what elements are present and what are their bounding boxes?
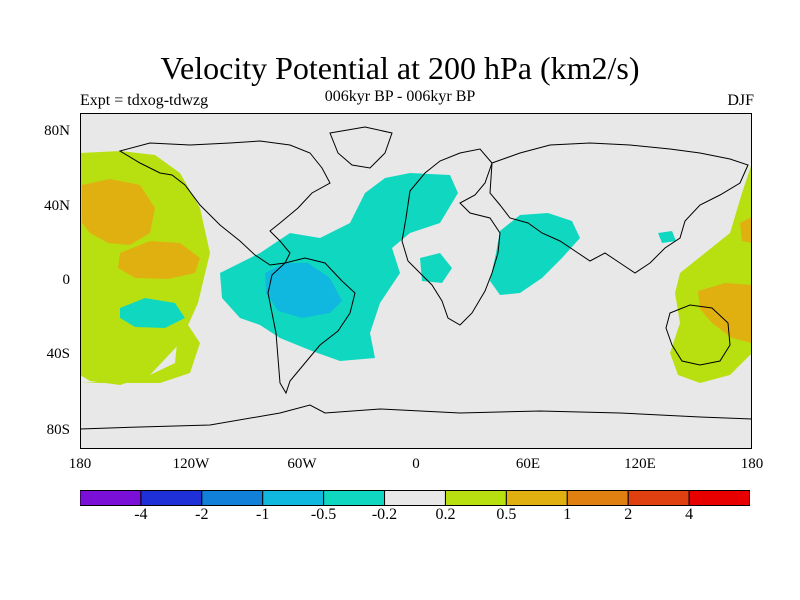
colorbar-label-5: 0.2 — [435, 506, 456, 523]
lon-label-120e: 120E — [624, 456, 656, 472]
greenland-coast — [329, 126, 393, 169]
south-pacific-yellow-region — [80, 313, 200, 383]
lon-label-180w: 180 — [68, 456, 92, 472]
lon-label-0: 0 — [412, 456, 420, 472]
coastlines — [80, 126, 752, 430]
colorbar-swatch-2 — [201, 490, 264, 506]
lat-label-0: 0 — [62, 272, 71, 288]
lon-label-60w: 60W — [287, 456, 317, 472]
colorbar-swatch-9 — [627, 490, 690, 506]
antarctica-coast — [80, 404, 752, 430]
colorbar-swatch-5 — [384, 490, 446, 506]
colorbar-label-3: -0.5 — [310, 506, 337, 523]
lon-label-60e: 60E — [515, 456, 541, 472]
colorbar — [80, 490, 750, 506]
colorbar-swatch-8 — [566, 490, 629, 506]
europe-africa-coast — [401, 148, 501, 326]
colorbar-swatch-0 — [80, 490, 142, 506]
colorbar-label-1: -2 — [195, 506, 209, 523]
lon-label-120w: 120W — [172, 456, 210, 472]
experiment-label: Expt = tdxog-tdwzg — [80, 92, 209, 109]
chart-title: Velocity Potential at 200 hPa (km2/s) — [160, 50, 640, 86]
colorbar-label-6: 0.5 — [496, 506, 517, 523]
colorbar-swatch-3 — [262, 490, 325, 506]
colorbar-label-4: -0.2 — [371, 506, 398, 523]
chart-subtitle: 006kyr BP - 006kyr BP — [324, 88, 476, 105]
colorbar-label-8: 2 — [624, 506, 633, 523]
shaded-regions — [80, 151, 752, 385]
season-label: DJF — [727, 92, 754, 109]
colorbar-swatch-1 — [140, 490, 203, 506]
lat-label-40n: 40N — [44, 198, 70, 214]
map-frame — [80, 113, 752, 449]
lat-label-80n: 80N — [44, 123, 70, 139]
asia-coast — [489, 142, 749, 274]
south-america-blue-region — [265, 263, 342, 318]
north-america-coast — [118, 140, 331, 266]
lat-label-80s: 80S — [46, 422, 70, 438]
colorbar-swatch-10 — [688, 490, 750, 506]
colorbar-swatch-4 — [323, 490, 386, 506]
colorbar-swatch-7 — [505, 490, 568, 506]
indian-ocean-cyan-region — [420, 213, 676, 295]
colorbar-label-0: -4 — [134, 506, 148, 523]
colorbar-label-2: -1 — [256, 506, 270, 523]
north-pacific-orange-region — [82, 179, 200, 279]
lon-label-180e: 180 — [740, 456, 764, 472]
south-america-coast — [267, 257, 356, 395]
west-pacific-orange-region — [698, 217, 752, 343]
colorbar-swatch-6 — [444, 490, 507, 506]
australia-coast — [665, 304, 731, 366]
map-panel — [80, 113, 752, 449]
colorbar-label-7: 1 — [563, 506, 572, 523]
lat-label-40s: 40S — [46, 346, 70, 362]
colorbar-label-9: 4 — [685, 506, 694, 523]
